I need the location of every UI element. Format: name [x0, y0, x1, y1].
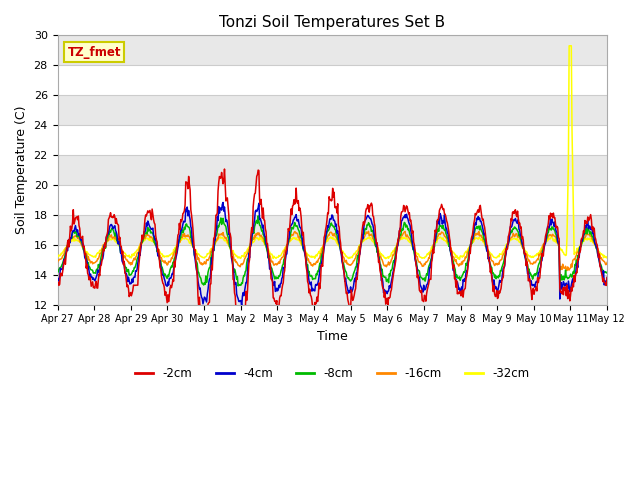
Bar	[58, 245, 607, 275]
Bar	[58, 125, 607, 155]
Bar	[58, 36, 607, 65]
Bar	[58, 65, 607, 95]
Bar	[58, 95, 607, 125]
X-axis label: Time: Time	[317, 330, 348, 343]
Bar	[58, 275, 607, 305]
Bar	[58, 185, 607, 215]
Y-axis label: Soil Temperature (C): Soil Temperature (C)	[15, 106, 28, 234]
Legend: -2cm, -4cm, -8cm, -16cm, -32cm: -2cm, -4cm, -8cm, -16cm, -32cm	[131, 362, 534, 385]
Bar	[58, 155, 607, 185]
Bar	[58, 215, 607, 245]
Title: Tonzi Soil Temperatures Set B: Tonzi Soil Temperatures Set B	[220, 15, 445, 30]
Text: TZ_fmet: TZ_fmet	[67, 46, 121, 59]
